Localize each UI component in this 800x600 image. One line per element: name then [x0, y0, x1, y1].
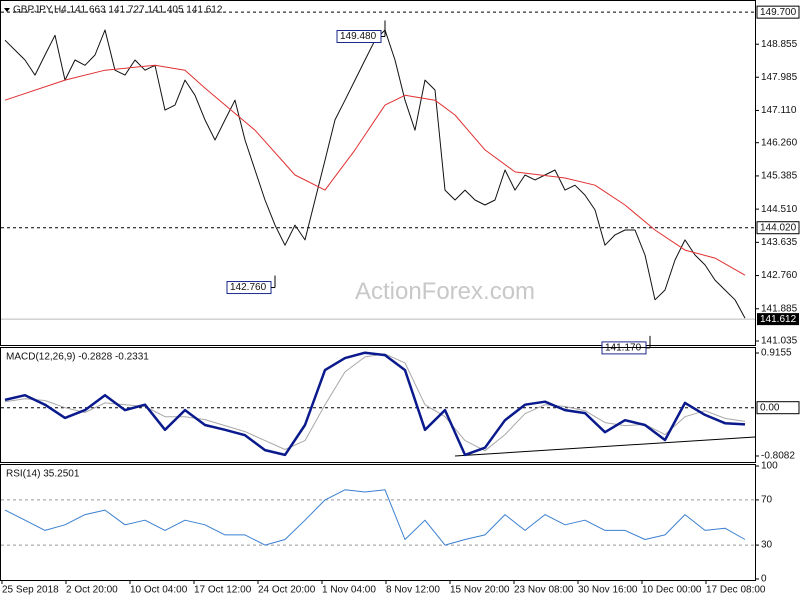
panel-title: GBPJPY,H4 141.663 141.727 141.405 141.61… — [13, 5, 223, 16]
y-tick-label: -0.8082 — [761, 451, 795, 462]
watermark: ActionForex.com — [355, 278, 535, 305]
annotation-label: 142.760 — [230, 282, 267, 293]
symbol-icon — [4, 8, 10, 12]
x-tick-label: 17 Oct 12:00 — [194, 585, 252, 596]
series-line — [4, 489, 746, 546]
y-tick-label: 0 — [761, 574, 767, 585]
x-tick-label: 2 Oct 20:00 — [66, 585, 118, 596]
y-tick-label: 146.260 — [761, 137, 798, 148]
level-label: 149.700 — [760, 7, 797, 18]
y-tick-label: 143.635 — [761, 237, 798, 248]
level-label: 144.020 — [760, 222, 797, 233]
x-tick-label: 1 Nov 04:00 — [322, 585, 376, 596]
series-line — [4, 64, 746, 276]
last-price-label: 141.612 — [760, 314, 797, 325]
panel — [0, 464, 756, 581]
panel-title: RSI(14) 35.2501 — [6, 469, 80, 480]
trendline — [454, 436, 756, 457]
y-tick-label: 30 — [761, 540, 773, 551]
x-tick-label: 10 Dec 00:00 — [642, 585, 702, 596]
level-label: 0.00 — [760, 402, 780, 413]
y-tick-label: 0.9155 — [761, 348, 792, 359]
y-tick-label: 100 — [761, 461, 778, 472]
last-price-box — [757, 313, 799, 326]
x-tick-label: 25 Sep 2018 — [2, 585, 59, 596]
level-box — [756, 5, 800, 19]
x-tick-label: 30 Nov 16:00 — [578, 585, 638, 596]
y-tick-label: 148.855 — [761, 39, 798, 50]
y-tick-label: 147.985 — [761, 72, 798, 83]
level-box — [756, 221, 800, 235]
y-tick-label: 144.510 — [761, 204, 798, 215]
x-tick-label: 17 Dec 08:00 — [706, 585, 766, 596]
y-tick-label: 141.885 — [761, 303, 798, 314]
panel — [0, 0, 756, 346]
series-line — [4, 353, 746, 452]
x-tick-label: 24 Oct 20:00 — [258, 585, 316, 596]
x-tick-label: 23 Nov 08:00 — [514, 585, 574, 596]
y-tick-label: 147.110 — [761, 105, 797, 116]
panel — [0, 347, 756, 463]
annotation-label: 149.480 — [340, 31, 377, 42]
series-line — [4, 351, 746, 457]
y-tick-label: 141.035 — [761, 336, 798, 347]
x-tick-label: 10 Oct 04:00 — [130, 585, 188, 596]
x-tick-label: 15 Nov 20:00 — [450, 585, 510, 596]
y-tick-label: 70 — [761, 495, 773, 506]
x-tick-label: 8 Nov 12:00 — [386, 585, 440, 596]
y-tick-label: 142.760 — [761, 270, 798, 281]
level-box — [756, 401, 800, 415]
y-tick-label: 145.385 — [761, 171, 798, 182]
annotation-label: 141.170 — [605, 343, 642, 354]
panel-title: MACD(12,26,9) -0.2828 -0.2331 — [6, 352, 149, 363]
